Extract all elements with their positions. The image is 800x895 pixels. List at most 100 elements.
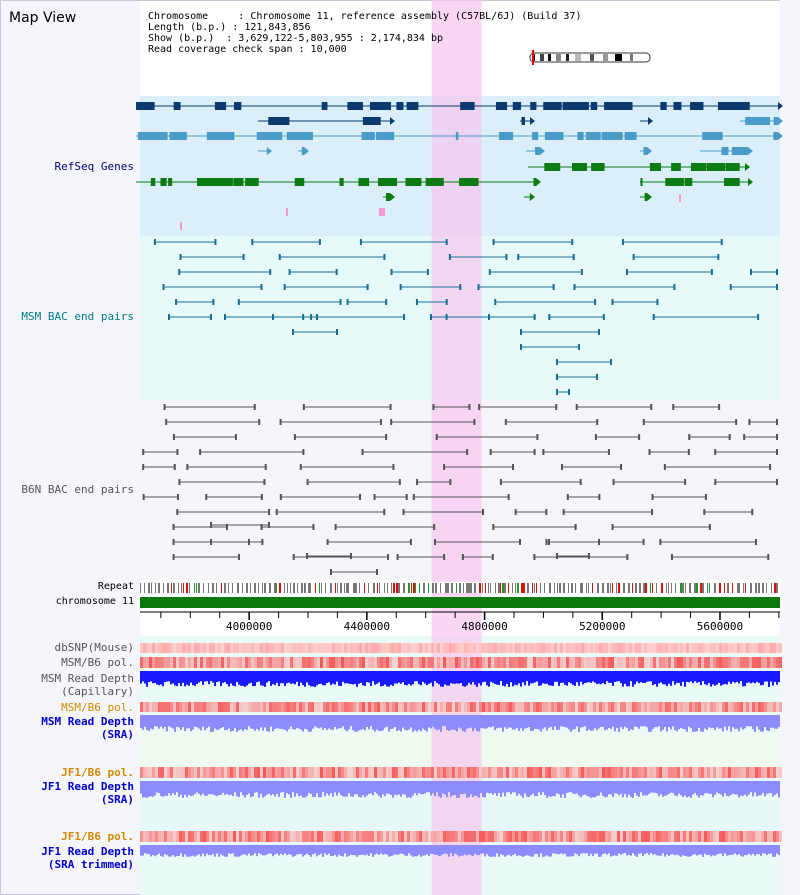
depth-bar: [650, 845, 652, 854]
depth-bar: [568, 671, 570, 683]
heat-cell: [617, 831, 620, 842]
heat-cell: [344, 767, 347, 778]
heat-cell: [590, 702, 593, 712]
heat-cell: [446, 831, 449, 842]
depth-bar: [154, 781, 156, 796]
heat-cell: [773, 767, 776, 778]
depth-bar: [302, 845, 304, 857]
heat-cell: [605, 702, 608, 712]
bac-pair-end: [242, 254, 245, 260]
depth-bar: [432, 781, 434, 794]
depth-bar: [588, 715, 590, 730]
heat-cell: [272, 657, 275, 668]
depth-bar: [260, 715, 262, 728]
depth-bar: [528, 715, 530, 728]
heat-cell: [305, 831, 308, 842]
heat-cell: [227, 657, 230, 668]
depth-bar: [478, 715, 480, 732]
bac-pair-end: [260, 284, 263, 290]
depth-bar: [386, 715, 388, 727]
heat-cell: [719, 702, 722, 712]
heat-cell: [647, 767, 650, 778]
heat-cell: [668, 831, 671, 842]
depth-bar: [250, 845, 252, 856]
heat-cell: [614, 657, 617, 668]
depth-bar: [354, 781, 356, 795]
depth-bar: [454, 781, 456, 796]
bac-pair-end: [735, 419, 738, 425]
depth-bar: [176, 671, 178, 687]
depth-bar: [554, 781, 556, 797]
heat-cell: [200, 643, 203, 653]
depth-bar: [252, 715, 254, 729]
depth-bar: [770, 781, 772, 794]
heat-cell: [641, 831, 644, 842]
depth-bar: [344, 671, 346, 684]
heat-cell: [725, 643, 728, 653]
heat-cell: [281, 831, 284, 842]
heat-cell: [314, 767, 317, 778]
heat-cell: [665, 657, 668, 668]
repeat-mark: [661, 583, 663, 593]
depth-bar: [526, 671, 528, 682]
track-label-repeat: Repeat: [97, 581, 134, 592]
depth-bar: [720, 715, 722, 729]
heat-cell: [764, 657, 767, 668]
depth-bar: [394, 715, 396, 727]
heat-cell: [488, 702, 491, 712]
depth-bar: [202, 671, 204, 685]
heat-cell: [710, 767, 713, 778]
heat-cell: [380, 643, 383, 653]
gene-exon: [184, 132, 187, 140]
bac-pair-end: [714, 449, 717, 455]
depth-bar: [702, 671, 704, 682]
heat-cell: [197, 767, 200, 778]
heat-cell: [464, 767, 467, 778]
depth-bar: [712, 845, 714, 856]
heat-cell: [452, 831, 455, 842]
gene-exon: [717, 102, 729, 110]
track-label-b6n-bac[interactable]: B6N BAC end pairs: [21, 483, 134, 496]
heat-cell: [758, 657, 761, 668]
depth-bar: [418, 671, 420, 685]
heat-cell: [257, 643, 260, 653]
depth-bar: [248, 781, 250, 794]
heat-cell: [158, 702, 161, 712]
repeat-mark: [534, 583, 535, 593]
heat-cell: [599, 643, 602, 653]
depth-bar: [398, 845, 400, 855]
heat-cell: [371, 831, 374, 842]
heat-cell: [728, 643, 731, 653]
depth-bar: [430, 715, 432, 729]
depth-bar: [350, 715, 352, 727]
heat-cell: [239, 831, 242, 842]
heat-cell: [281, 702, 284, 712]
depth-bar: [726, 715, 728, 731]
heat-cell: [200, 702, 203, 712]
track-label-msm-bac[interactable]: MSM BAC end pairs: [21, 310, 134, 323]
bac-pair-end: [748, 419, 751, 425]
heat-cell: [704, 657, 707, 668]
heat-cell: [395, 831, 398, 842]
heat-cell: [239, 767, 242, 778]
depth-bar: [456, 845, 458, 855]
depth-bar: [772, 845, 774, 857]
depth-bar: [678, 715, 680, 730]
bac-pair-end: [172, 539, 175, 545]
heat-cell: [317, 643, 320, 653]
heat-cell: [326, 831, 329, 842]
bac-pair-end: [405, 494, 408, 500]
heat-cell: [581, 643, 584, 653]
depth-bar: [750, 671, 752, 684]
bac-pair-end: [545, 539, 548, 545]
depth-bar: [582, 715, 584, 728]
depth-bar: [324, 845, 326, 854]
heat-cell: [293, 702, 296, 712]
depth-bar: [726, 781, 728, 796]
repeat-mark: [269, 583, 271, 593]
heat-cell: [629, 657, 632, 668]
depth-bar: [514, 781, 516, 793]
repeat-mark: [456, 583, 457, 593]
heat-cell: [140, 831, 143, 842]
track-label-refseq[interactable]: RefSeq Genes: [54, 160, 134, 173]
